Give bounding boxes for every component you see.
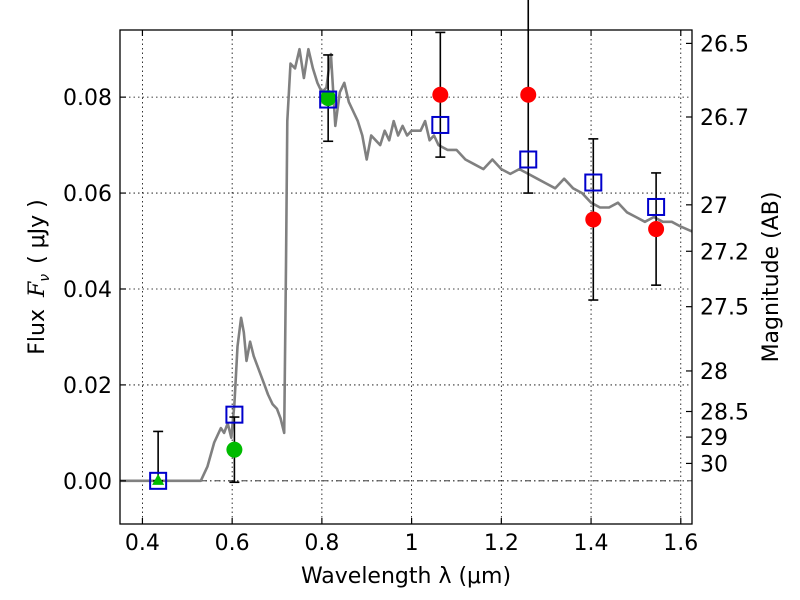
data-point-triangle [152,473,165,485]
photometry-markers [149,86,666,490]
data-point-square [431,115,450,134]
x-tick-label: 1.6 [663,531,698,556]
x-tick-label: 1.4 [574,531,609,556]
x-axis-ticks: 0.4 0.6 0.8 1 1.2 1.4 1.6 [125,30,698,556]
data-point-square [584,173,603,192]
data-point-square [319,90,338,109]
plot-frame [119,29,693,525]
x-tick-label: 1 [405,531,419,556]
x-axis-label: Wavelength λ (μm) [301,564,511,589]
y-tick-label: 0.06 [63,182,112,207]
data-point-square [225,405,244,424]
data-point-circle [226,441,243,458]
x-tick-label: 0.8 [304,531,339,556]
y-axis-label-symbol: F [25,281,50,298]
data-point-circle [432,86,449,103]
magnitude-tick-label: 28 [700,360,728,385]
y-axis-label-unit: ( μJy ) [25,199,50,264]
data-point-circle [320,90,337,107]
y-axis-label-subscript: ν [37,274,53,282]
magnitude-axis-label: Magnitude (AB) [759,192,784,363]
grid [120,30,692,524]
magnitude-tick-label: 27.5 [700,296,749,321]
x-tick-label: 0.4 [125,531,160,556]
x-tick-label: 1.2 [484,531,519,556]
data-point-square [519,150,538,169]
magnitude-tick-label: 28.5 [700,401,749,426]
y-tick-label: 0.02 [63,374,112,399]
y-tick-label: 0.08 [63,86,112,111]
magnitude-tick-label: 30 [700,452,728,477]
model-sed-line [120,47,693,483]
data-point-circle [520,86,537,103]
data-point-square [647,197,666,216]
error-bars [153,0,662,484]
y-tick-label: 0.04 [63,278,112,303]
magnitude-tick-label: 29 [700,426,728,451]
data-point-square [149,471,168,490]
y-axis-label-prefix: Flux [25,309,50,355]
y-axis-label: Flux Fν ( μJy ) [25,199,53,355]
model-sed [120,47,693,483]
y-tick-label: 0.00 [63,470,112,495]
magnitude-tick-label: 26.7 [700,106,749,131]
magnitude-tick-label: 27.2 [700,240,749,265]
data-point-circle [648,221,665,238]
magnitude-tick-label: 27 [700,194,728,219]
y-axis-ticks: 0.00 0.02 0.04 0.06 0.08 [63,86,126,495]
x-tick-label: 0.6 [215,531,250,556]
data-point-circle [585,211,602,228]
magnitude-tick-label: 26.5 [700,32,749,57]
